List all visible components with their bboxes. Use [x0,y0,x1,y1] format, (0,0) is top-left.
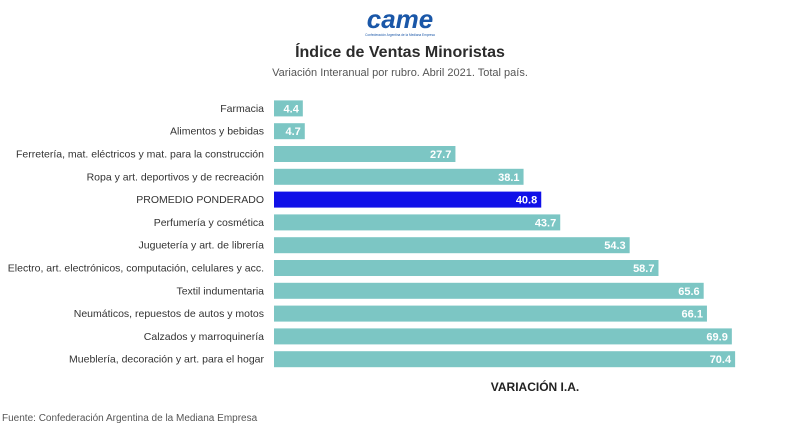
bar [274,351,736,368]
bar [274,214,561,231]
value-label: 4.4 [284,103,300,115]
category-label: Ropa y art. deportivos y de recreación [87,171,265,183]
logo-tagline: Confederación Argentina de la Mediana Em… [365,33,435,37]
value-label: 4.7 [285,126,300,138]
category-label: Mueblería, decoración y art. para el hog… [69,354,264,366]
bar [274,305,707,322]
category-label: Electro, art. electrónicos, computación,… [8,263,264,275]
category-label: Calzados y marroquinería [144,331,264,343]
logo-wordmark: came [367,4,434,34]
category-label: Textil indumentaria [176,285,264,297]
category-label: PROMEDIO PONDERADO [136,194,264,206]
bar [274,146,456,162]
category-label: Neumáticos, repuestos de autos y motos [74,308,264,320]
value-label: 58.7 [633,263,654,275]
value-label: 54.3 [604,240,625,252]
category-label: Ferretería, mat. eléctricos y mat. para … [16,149,264,161]
value-label: 69.9 [706,331,727,343]
x-axis-label: VARIACIÓN I.A. [490,380,580,394]
value-label: 66.1 [682,309,703,321]
bar [274,100,303,117]
value-label: 38.1 [498,172,519,184]
bar-highlight [274,191,542,208]
category-label: Juguetería y art. de librería [139,240,265,252]
chart-title: Índice de Ventas Minoristas [295,44,505,61]
category-label: Perfumería y cosmética [154,217,264,229]
value-label: 43.7 [535,217,556,229]
bar [274,328,732,345]
bar [274,282,704,299]
source-note: Fuente: Confederación Argentina de la Me… [2,413,258,424]
chart-subtitle: Variación Interanual por rubro. Abril 20… [272,67,528,79]
value-label: 27.7 [430,149,451,161]
value-label: 40.8 [516,195,537,207]
came-logo: came Confederación Argentina de la Media… [365,4,435,37]
value-label: 70.4 [710,354,732,366]
bar [274,237,630,254]
bar [274,260,659,276]
value-label: 65.6 [678,286,699,298]
bar [274,123,305,140]
category-label: Farmacia [220,103,264,115]
category-label: Alimentos y bebidas [170,126,264,138]
bar [274,168,524,185]
